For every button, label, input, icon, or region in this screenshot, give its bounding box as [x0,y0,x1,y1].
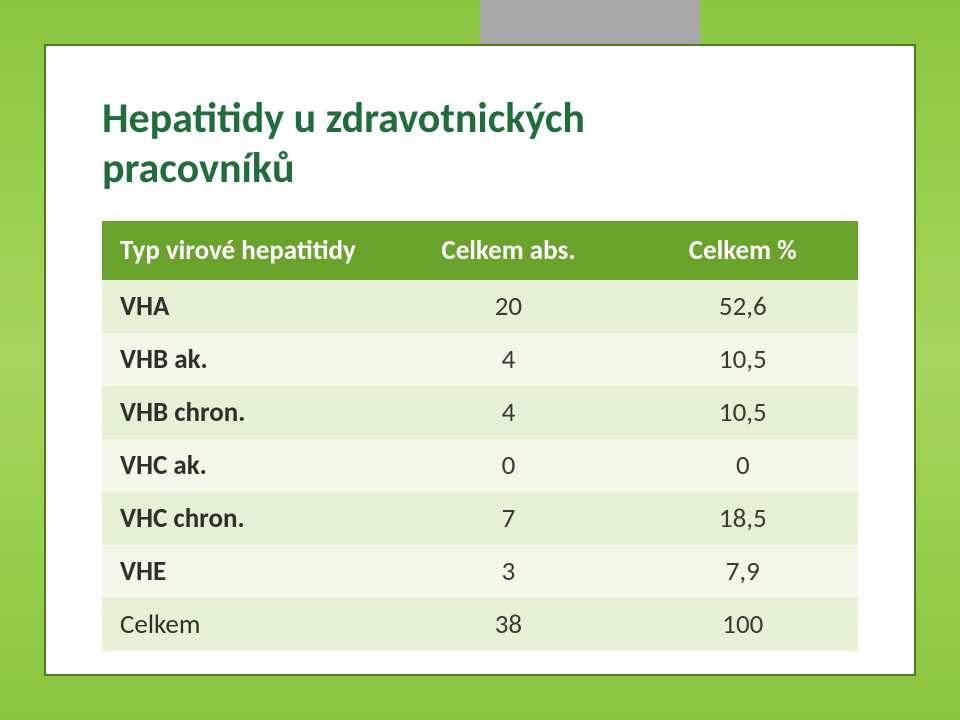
page-title: Hepatitidy u zdravotnických pracovníků [102,94,858,193]
cell-label: VHB ak. [102,333,389,386]
cell-pct: 52,6 [624,280,858,333]
cell-abs: 20 [389,280,623,333]
cell-label: VHC chron. [102,492,389,545]
table-row: VHB ak. 4 10,5 [102,333,858,386]
table-row: VHA 20 52,6 [102,280,858,333]
table-row: VHC chron. 7 18,5 [102,492,858,545]
hepatitis-table: Typ virové hepatitidy Celkem abs. Celkem… [102,221,858,651]
cell-label: VHA [102,280,389,333]
cell-pct: 0 [624,439,858,492]
slide-card: Hepatitidy u zdravotnických pracovníků T… [44,44,916,676]
title-line-1: Hepatitidy u zdravotnických [102,93,585,144]
cell-label: Celkem [102,598,389,651]
cell-pct: 100 [624,598,858,651]
cell-pct: 7,9 [624,545,858,598]
cell-label: VHC ak. [102,439,389,492]
table-row: VHE 3 7,9 [102,545,858,598]
cell-pct: 18,5 [624,492,858,545]
table-row-total: Celkem 38 100 [102,598,858,651]
col-header-type: Typ virové hepatitidy [102,221,389,280]
cell-abs: 4 [389,386,623,439]
cell-abs: 0 [389,439,623,492]
title-line-2: pracovníků [102,143,295,194]
col-header-abs: Celkem abs. [389,221,623,280]
table-row: VHC ak. 0 0 [102,439,858,492]
table-header-row: Typ virové hepatitidy Celkem abs. Celkem… [102,221,858,280]
col-header-pct: Celkem % [624,221,858,280]
header-tab-stub [480,0,700,44]
cell-abs: 38 [389,598,623,651]
cell-pct: 10,5 [624,333,858,386]
cell-abs: 7 [389,492,623,545]
cell-label: VHB chron. [102,386,389,439]
cell-label: VHE [102,545,389,598]
cell-pct: 10,5 [624,386,858,439]
table-row: VHB chron. 4 10,5 [102,386,858,439]
cell-abs: 3 [389,545,623,598]
cell-abs: 4 [389,333,623,386]
